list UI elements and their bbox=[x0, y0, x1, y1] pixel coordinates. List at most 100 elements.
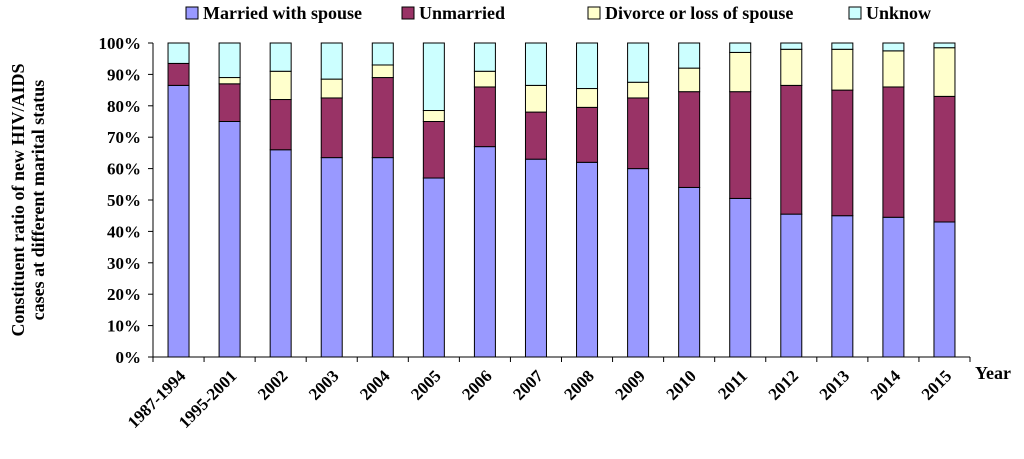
bar-segment bbox=[882, 50, 905, 88]
bar-segment bbox=[780, 42, 803, 50]
bar-segment bbox=[320, 157, 343, 358]
x-tick-label: 2006 bbox=[458, 366, 495, 403]
bar-stack bbox=[780, 42, 803, 358]
y-tick-label: 10% bbox=[107, 317, 141, 336]
bar-segment bbox=[831, 48, 854, 91]
x-tick-label: 2012 bbox=[765, 366, 802, 403]
bar-stack bbox=[882, 42, 905, 358]
bar-segment bbox=[218, 77, 241, 85]
bar-stack bbox=[831, 42, 854, 358]
bar-segment bbox=[269, 70, 292, 101]
bar-segment bbox=[882, 216, 905, 358]
bar-segment bbox=[422, 177, 445, 358]
bar-segment bbox=[320, 78, 343, 99]
bar-segment bbox=[576, 106, 599, 163]
y-tick-label: 20% bbox=[107, 285, 141, 304]
x-tick-label: 2003 bbox=[305, 366, 342, 403]
y-axis-title-line: Constituent ratio of new HIV/AIDS bbox=[8, 63, 28, 336]
x-tick-label: 2010 bbox=[663, 366, 700, 403]
bar-segment bbox=[371, 64, 394, 79]
legend-swatch bbox=[401, 6, 415, 20]
x-tick-label: 2007 bbox=[509, 366, 547, 404]
legend-label: Divorce or loss of spouse bbox=[605, 3, 793, 23]
bar-segment bbox=[729, 42, 752, 53]
y-tick-label: 30% bbox=[107, 254, 141, 273]
y-tick-label: 90% bbox=[107, 65, 141, 84]
bar-stack bbox=[678, 42, 701, 358]
bar-segment bbox=[627, 42, 650, 83]
x-tick-label: 2011 bbox=[714, 366, 751, 403]
bar-segment bbox=[371, 157, 394, 358]
bar-segment bbox=[831, 89, 854, 217]
bar-segment bbox=[576, 88, 599, 108]
bar-segment bbox=[576, 42, 599, 90]
bar-segment bbox=[780, 48, 803, 86]
legend-swatch bbox=[848, 6, 862, 20]
bar-segment bbox=[218, 42, 241, 79]
x-tick-label: 2013 bbox=[816, 366, 853, 403]
x-axis-title: Year bbox=[975, 363, 1011, 383]
bar-segment bbox=[422, 110, 445, 123]
y-tick-label: 80% bbox=[107, 97, 141, 116]
y-axis-title: Constituent ratio of new HIV/AIDS cases a… bbox=[8, 63, 48, 336]
x-tick-label: 2005 bbox=[407, 366, 444, 403]
bar-stack bbox=[933, 42, 956, 358]
bar-segment bbox=[473, 86, 496, 148]
bar-segment bbox=[678, 186, 701, 358]
bar-segment bbox=[729, 197, 752, 358]
bar-segment bbox=[320, 97, 343, 159]
bar-stack bbox=[320, 42, 343, 358]
bar-segment bbox=[320, 42, 343, 80]
legend-swatch bbox=[185, 6, 199, 20]
y-tick-label: 60% bbox=[107, 160, 141, 179]
x-tick-label: 2002 bbox=[254, 366, 291, 403]
bars bbox=[167, 42, 956, 358]
bar-segment bbox=[269, 42, 292, 72]
bar-segment bbox=[627, 81, 650, 99]
legend-item: Married with spouse bbox=[185, 3, 362, 23]
bar-segment bbox=[524, 111, 547, 160]
legend-item: Unmarried bbox=[401, 3, 505, 23]
legend-item: Unknow bbox=[848, 3, 931, 23]
bar-segment bbox=[473, 42, 496, 72]
legend-label: Unknow bbox=[866, 3, 931, 23]
bar-stack bbox=[422, 42, 445, 358]
bar-segment bbox=[831, 215, 854, 358]
x-tick-label: 2015 bbox=[918, 366, 955, 403]
bar-stack bbox=[627, 42, 650, 358]
x-tick-label: 2004 bbox=[356, 366, 394, 404]
bar-stack bbox=[167, 42, 190, 358]
bar-segment bbox=[473, 146, 496, 358]
bar-segment bbox=[167, 84, 190, 358]
bar-stack bbox=[524, 42, 547, 358]
bar-segment bbox=[882, 42, 905, 52]
bar-segment bbox=[627, 168, 650, 358]
bar-segment bbox=[678, 91, 701, 188]
bar-stack bbox=[269, 42, 292, 358]
bar-segment bbox=[473, 70, 496, 88]
bar-stack bbox=[371, 42, 394, 358]
bar-segment bbox=[167, 62, 190, 86]
legend-label: Married with spouse bbox=[203, 3, 362, 23]
x-tick-label: 2009 bbox=[611, 366, 648, 403]
bar-segment bbox=[524, 84, 547, 113]
bar-segment bbox=[269, 149, 292, 358]
bar-segment bbox=[627, 97, 650, 170]
bar-segment bbox=[524, 158, 547, 358]
x-tick-label: 2008 bbox=[560, 366, 597, 403]
y-tick-labels: 0% 10% 20% 30% 40% 50% 60% 70% 80% 90% 100% bbox=[99, 34, 142, 367]
y-tick-label: 70% bbox=[107, 128, 141, 147]
bar-segment bbox=[729, 51, 752, 93]
bar-segment bbox=[933, 95, 956, 223]
bar-segment bbox=[678, 67, 701, 93]
x-tick-label: 2014 bbox=[867, 366, 905, 404]
legend-label: Unmarried bbox=[419, 3, 505, 23]
bar-stack bbox=[576, 42, 599, 358]
bar-segment bbox=[218, 83, 241, 122]
y-tick-label: 40% bbox=[107, 222, 141, 241]
bar-segment bbox=[371, 77, 394, 159]
legend: Married with spouse Unmarried Divorce or l… bbox=[185, 3, 931, 23]
bar-segment bbox=[933, 221, 956, 358]
